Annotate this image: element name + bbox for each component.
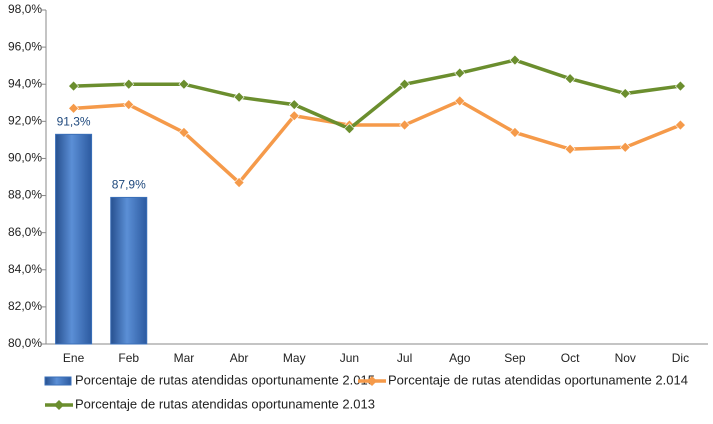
y-tick-label: 90,0%: [8, 151, 42, 165]
marker: [68, 80, 80, 92]
x-tick-label: Oct: [561, 351, 580, 365]
marker: [674, 80, 686, 92]
x-tick-label: Sep: [504, 351, 526, 365]
bar: [55, 133, 93, 345]
marker: [509, 127, 521, 138]
data-label: 87,9%: [112, 178, 146, 192]
marker: [454, 95, 466, 107]
legend-marker: [367, 376, 377, 386]
marker: [178, 78, 190, 90]
legend-label: Porcentaje de rutas atendidas oportuname…: [388, 372, 688, 387]
bar: [110, 196, 148, 345]
y-tick-label: 86,0%: [8, 225, 42, 239]
line: [73, 98, 682, 186]
marker: [619, 88, 631, 99]
marker: [509, 54, 521, 66]
x-tick-label: Ago: [449, 351, 471, 365]
legend-swatch: [44, 376, 72, 386]
marker: [399, 119, 411, 131]
marker: [233, 91, 245, 103]
y-tick-label: 98,0%: [8, 2, 42, 16]
marker: [564, 143, 576, 155]
y-tick-label: 96,0%: [8, 39, 42, 53]
x-tick-label: Abr: [230, 351, 249, 365]
marker: [68, 102, 80, 114]
x-tick-label: Mar: [174, 351, 195, 365]
marker: [674, 119, 686, 131]
y-tick-label: 92,0%: [8, 114, 42, 128]
legend-label: Porcentaje de rutas atendidas oportuname…: [75, 372, 375, 387]
marker: [564, 73, 576, 85]
marker: [343, 123, 355, 135]
marker: [288, 110, 300, 122]
marker: [123, 78, 135, 90]
x-tick-label: Jul: [397, 351, 412, 365]
marker: [454, 67, 466, 79]
x-tick-label: Feb: [118, 351, 139, 365]
legend-marker: [54, 400, 64, 410]
x-tick-label: Jun: [340, 351, 359, 365]
y-tick-label: 84,0%: [8, 262, 42, 276]
marker: [399, 78, 411, 90]
y-tick-label: 80,0%: [8, 336, 42, 350]
data-label: 91,3%: [57, 114, 91, 128]
marker: [123, 99, 135, 111]
marker: [619, 141, 631, 153]
line: [73, 58, 681, 131]
x-tick-label: May: [283, 351, 306, 365]
y-tick-label: 88,0%: [8, 188, 42, 202]
y-tick-label: 94,0%: [8, 76, 42, 90]
legend-label: Porcentaje de rutas atendidas oportuname…: [75, 396, 375, 411]
y-tick-label: 82,0%: [8, 299, 42, 313]
x-tick-label: Dic: [672, 351, 689, 365]
marker: [233, 177, 245, 188]
marker: [178, 127, 190, 138]
x-tick-label: Ene: [63, 351, 85, 365]
marker: [288, 99, 300, 111]
x-tick-label: Nov: [615, 351, 636, 365]
